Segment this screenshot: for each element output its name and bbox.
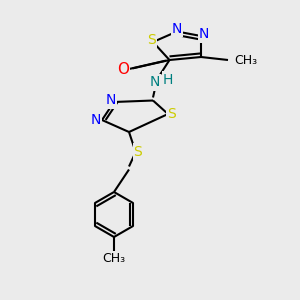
Text: CH₃: CH₃ <box>235 53 258 67</box>
Text: O: O <box>117 61 129 76</box>
Text: N: N <box>149 76 160 89</box>
Text: N: N <box>106 94 116 107</box>
Text: S: S <box>167 107 176 121</box>
Text: H: H <box>163 73 173 86</box>
Text: CH₃: CH₃ <box>102 251 126 265</box>
Text: N: N <box>172 22 182 36</box>
Text: S: S <box>134 145 142 158</box>
Text: S: S <box>147 34 156 47</box>
Text: N: N <box>199 28 209 41</box>
Text: N: N <box>91 113 101 127</box>
